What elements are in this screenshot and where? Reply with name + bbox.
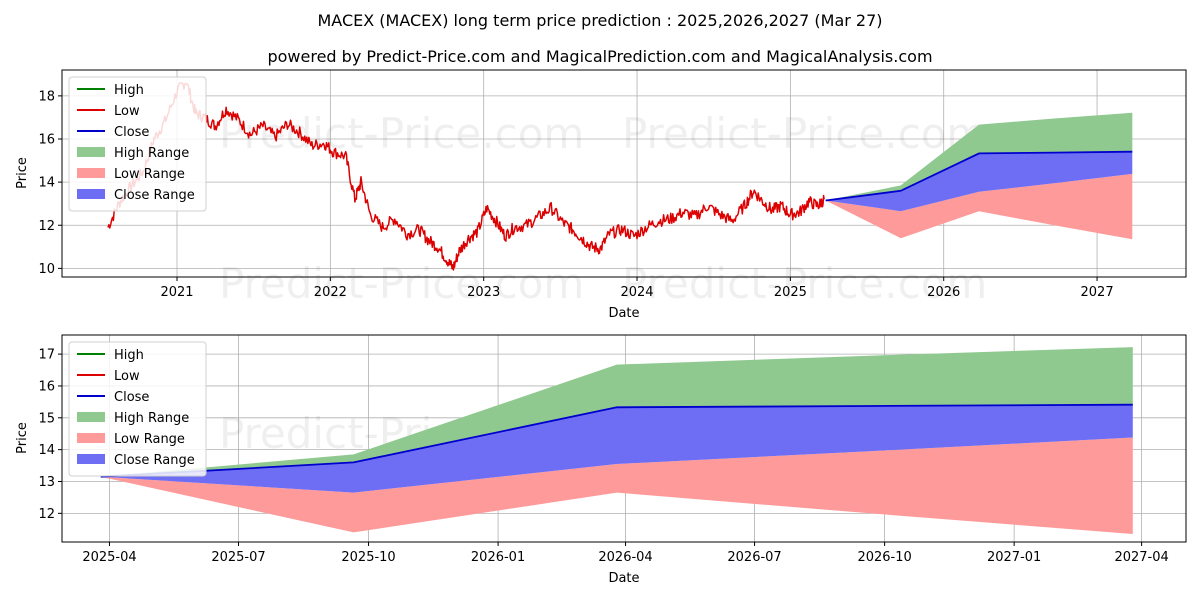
x-tick-label: 2027-04 [1114,550,1168,565]
x-tick-label: 2023 [467,285,500,300]
y-tick-label: 14 [38,176,55,191]
watermark-text: Predict-Price.com [219,259,584,308]
x-tick-label: 2026-10 [857,550,911,565]
low-price-history-line [107,82,825,271]
y-axis-label: Price [15,422,30,454]
close-forecast-line [100,403,1133,478]
high-range-band [100,347,1133,477]
y-tick-label: 15 [38,411,55,426]
y-tick-label: 14 [38,443,55,458]
legend-swatch-patch [77,147,105,157]
legend-label: High Range [114,146,189,161]
axes-frame [61,69,1187,278]
legend-label: Close Range [114,453,195,468]
y-axis-label: Price [15,157,30,189]
top-price-chart: Predict-Price.com Predict-Price.com Predic… [15,69,1187,321]
legend-label: Low [114,104,140,119]
legend-label: Close [114,390,149,405]
y-tick-label: 12 [38,507,55,522]
legend: High Low Close High Range Low Range Close Ran… [68,76,207,212]
y-tick-label: 18 [38,89,55,104]
x-tick-label: 2021 [160,285,193,300]
x-tick-label: 2026-04 [598,550,652,565]
axes-frame [61,334,1187,543]
x-tick-label: 2026-01 [471,550,525,565]
close-range-band [100,404,1133,493]
x-tick-label: 2026 [927,285,960,300]
high-range-band [825,112,1133,201]
legend-label: High Range [114,411,189,426]
legend-swatch-patch [77,454,105,464]
x-tick-label: 2024 [620,285,653,300]
legend-swatch-patch [77,168,105,178]
y-tick-label: 10 [38,262,55,277]
axis-ticks: 2025-04 2025-07 2025-10 2026-01 2026-04 2026-… [38,348,1168,565]
legend-label: Low Range [114,167,185,182]
x-axis-label: Date [608,306,639,321]
y-tick-label: 16 [38,379,55,394]
plot-area [100,347,1133,534]
legend-swatch-patch [77,412,105,422]
y-tick-label: 17 [38,348,55,363]
axis-ticks: 2021 2022 2023 2024 2025 2026 2027 10 12 14 16 18 [38,89,1113,300]
x-tick-label: 2025 [774,285,807,300]
legend-label: Low [114,369,140,384]
legend-swatch-patch [77,189,105,199]
chart-title: MACEX (MACEX) long term price prediction… [317,11,882,30]
bottom-forecast-chart: Predict-Price.comPredict-Price.com2025-0… [15,334,1187,586]
watermark-text: Predict-Price.com [622,109,987,158]
y-tick-label: 12 [38,219,55,234]
close-forecast-line [825,150,1133,202]
plot-area [107,82,1133,271]
legend-label: High [114,348,144,363]
x-tick-label: 2026-07 [727,550,781,565]
legend: High Low Close High Range Low Range Close Ran… [68,341,207,477]
x-tick-label: 2025-10 [341,550,395,565]
legend-label: High [114,83,144,98]
watermark-text: Predict-Price.com [622,259,987,308]
legend-label: Close Range [114,188,195,203]
watermark-text: Predict-Price.com [219,109,584,158]
x-tick-label: 2025-07 [211,550,265,565]
close-range-band [825,151,1133,212]
y-tick-label: 16 [38,133,55,148]
legend-label: Close [114,125,149,140]
chart-subtitle: powered by Predict-Price.com and Magical… [267,47,932,66]
x-tick-label: 2027 [1081,285,1114,300]
legend-swatch-patch [77,433,105,443]
low-range-band [825,173,1133,240]
low-range-band [100,437,1133,534]
x-axis-label: Date [608,571,639,586]
legend-label: Low Range [114,432,185,447]
x-tick-label: 2025-04 [82,550,136,565]
y-tick-label: 13 [38,475,55,490]
x-tick-label: 2027-01 [987,550,1041,565]
x-tick-label: 2022 [314,285,347,300]
